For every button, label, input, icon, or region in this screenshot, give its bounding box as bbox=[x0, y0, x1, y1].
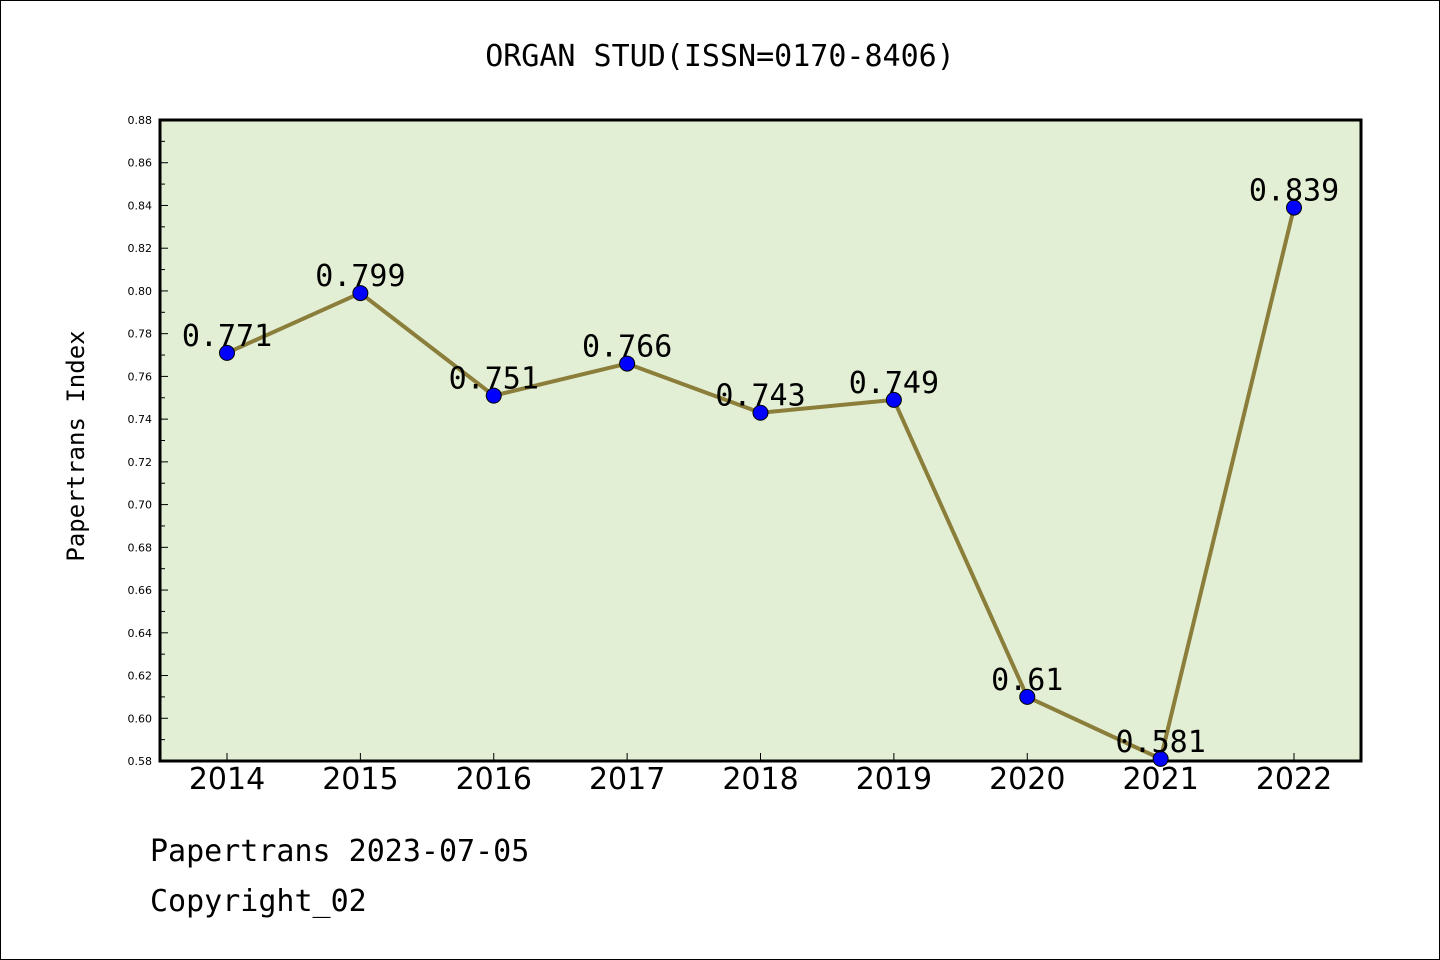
data-point bbox=[352, 285, 369, 302]
series-marker-group bbox=[219, 199, 1302, 767]
footer-date: Papertrans 2023-07-05 bbox=[150, 834, 530, 869]
x-tick-label: 2017 bbox=[589, 762, 665, 797]
data-point bbox=[219, 344, 235, 361]
x-tick-label: 2021 bbox=[1122, 762, 1198, 797]
y-tick-label: 0.78 bbox=[128, 328, 153, 341]
y-axis-ticks: 0.58 0.60 0.62 0.64 0.66 0.68 0.70 0.72 0.74 0.76… bbox=[128, 114, 168, 768]
y-tick-label: 0.88 bbox=[128, 114, 153, 127]
data-point bbox=[752, 404, 769, 421]
y-tick-label: 0.82 bbox=[128, 242, 153, 255]
y-tick-label: 0.62 bbox=[128, 670, 153, 683]
data-point bbox=[1152, 750, 1169, 767]
data-label: 0.581 bbox=[1115, 725, 1205, 760]
data-point bbox=[1286, 199, 1302, 216]
plot-area bbox=[158, 118, 1363, 763]
data-label: 0.771 bbox=[182, 319, 272, 354]
y-tick-label: 0.84 bbox=[128, 199, 153, 212]
x-tick-label: 2018 bbox=[722, 762, 798, 797]
y-axis-label: Papertrans Index bbox=[62, 330, 90, 561]
data-label: 0.743 bbox=[715, 379, 805, 414]
footer-copyright: Copyright_02 bbox=[150, 884, 367, 919]
x-tick-label: 2016 bbox=[456, 762, 532, 797]
y-tick-label: 0.60 bbox=[128, 712, 153, 725]
data-label-group: 0.771 0.799 0.751 0.766 0.743 0.749 0.61 0.581 0… bbox=[182, 174, 1339, 760]
y-tick-label: 0.70 bbox=[128, 499, 153, 512]
data-point bbox=[1019, 688, 1036, 705]
data-point bbox=[619, 355, 636, 372]
x-axis-ticks: 2014 2015 2016 2017 2018 2019 2020 2021 2022 bbox=[189, 753, 1332, 797]
data-label: 0.766 bbox=[582, 330, 672, 365]
x-tick-label: 2015 bbox=[322, 762, 398, 797]
y-tick-label: 0.86 bbox=[128, 157, 153, 170]
data-label: 0.751 bbox=[449, 362, 539, 397]
x-tick-label: 2019 bbox=[856, 762, 932, 797]
y-tick-label: 0.68 bbox=[128, 541, 153, 554]
data-label: 0.799 bbox=[315, 259, 405, 294]
chart-title: ORGAN STUD(ISSN=0170-8406) bbox=[485, 39, 955, 74]
data-point bbox=[485, 387, 502, 404]
x-tick-label: 2014 bbox=[189, 762, 265, 797]
data-label: 0.749 bbox=[849, 366, 939, 401]
y-tick-label: 0.72 bbox=[128, 456, 153, 469]
data-point bbox=[885, 391, 902, 408]
y-tick-label: 0.76 bbox=[128, 370, 153, 383]
data-label: 0.61 bbox=[991, 663, 1063, 698]
x-tick-label: 2022 bbox=[1256, 762, 1332, 797]
y-tick-label: 0.74 bbox=[128, 413, 153, 426]
y-tick-label: 0.80 bbox=[128, 285, 153, 298]
x-tick-label: 2020 bbox=[989, 762, 1065, 797]
data-label: 0.839 bbox=[1249, 174, 1339, 209]
y-tick-label: 0.66 bbox=[128, 584, 153, 597]
y-tick-label: 0.58 bbox=[128, 755, 153, 768]
y-tick-label: 0.64 bbox=[128, 627, 153, 640]
